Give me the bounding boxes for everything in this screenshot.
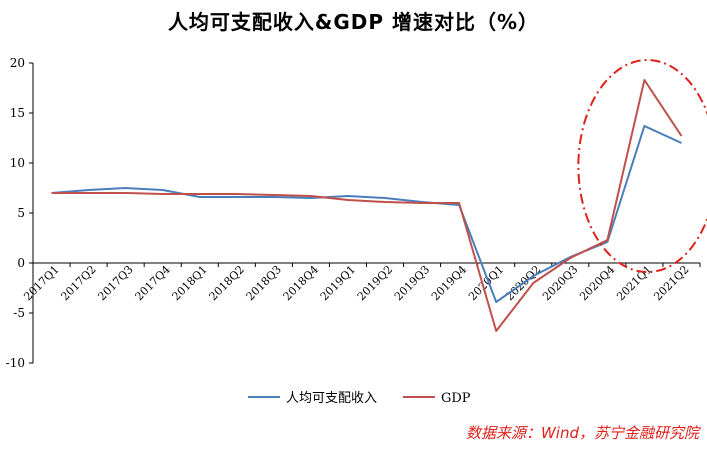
x-tick-label: 2020Q4 [577, 263, 617, 303]
y-tick-label: 10 [10, 156, 25, 170]
y-tick-label: 0 [17, 256, 25, 270]
data-source-note: 数据来源：Wind，苏宁金融研究院 [465, 424, 699, 442]
y-tick-label: 20 [10, 56, 25, 70]
x-tick-label: 2019Q4 [429, 263, 469, 303]
x-tick-label: 2017Q2 [58, 263, 98, 303]
x-tick-label: 2019Q1 [318, 263, 358, 303]
x-tick-label: 2017Q4 [132, 263, 172, 303]
x-tick-label: 2017Q1 [21, 263, 61, 303]
series-lines [51, 79, 683, 332]
axes [29, 62, 701, 364]
x-tick-label: 2018Q2 [207, 263, 247, 303]
y-tick-label: -10 [6, 356, 25, 370]
x-tick-label: 2019Q3 [392, 263, 432, 303]
x-tick-label: 2018Q4 [281, 263, 321, 303]
legend: 人均可支配收入 GDP [248, 391, 471, 406]
y-tick-label: 5 [17, 206, 25, 220]
y-tick-label: -5 [13, 306, 25, 320]
x-tick-label: 2019Q2 [355, 263, 395, 303]
y-tick-labels: -10 -5 0 5 10 15 20 [6, 56, 25, 370]
x-tick-label: 2021Q1 [614, 263, 654, 303]
legend-label-2: GDP [441, 391, 471, 406]
x-tick-labels: 2017Q12017Q22017Q32017Q42018Q12018Q22018… [21, 263, 691, 303]
y-tick-label: 15 [10, 106, 25, 120]
x-tick-label: 2021Q2 [651, 263, 691, 303]
legend-label-1: 人均可支配收入 [286, 391, 377, 406]
x-tick-label: 2017Q3 [95, 263, 135, 303]
series-line-2 [51, 79, 683, 332]
x-tick-label: 2018Q3 [244, 263, 284, 303]
chart-title: 人均可支配收入&GDP 增速对比（%） [167, 10, 540, 34]
series-line-1 [51, 125, 682, 303]
x-tick-label: 2018Q1 [170, 263, 210, 303]
